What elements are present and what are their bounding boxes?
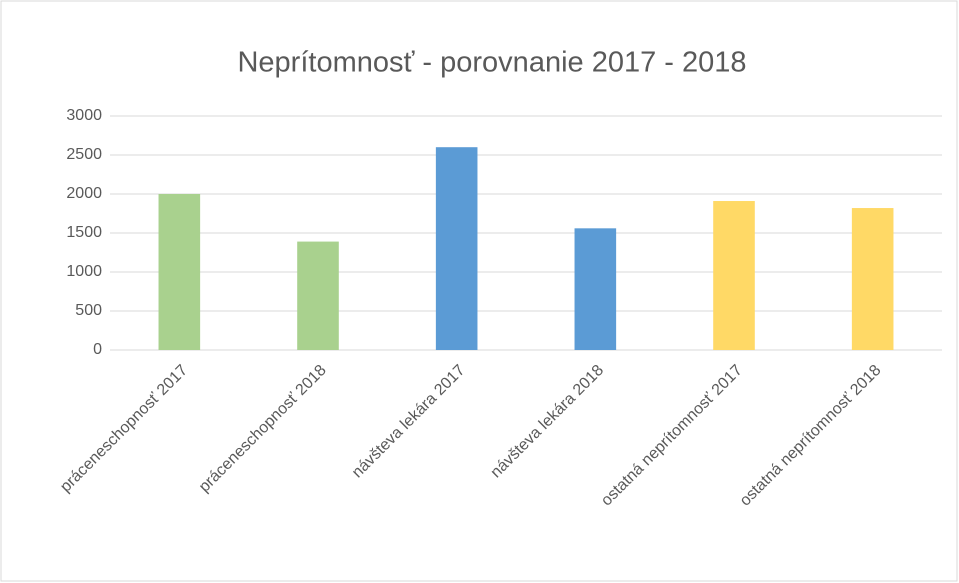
y-tick-label: 0 bbox=[93, 341, 102, 358]
y-tick-label: 1500 bbox=[66, 224, 102, 241]
bar bbox=[158, 194, 201, 350]
y-tick-label: 1000 bbox=[66, 263, 102, 280]
chart-title: Neprítomnosť - porovnanie 2017 - 2018 bbox=[237, 47, 746, 79]
y-tick-label: 2500 bbox=[66, 146, 102, 163]
bar bbox=[435, 147, 478, 350]
y-tick-label: 2000 bbox=[66, 185, 102, 202]
bar bbox=[851, 208, 894, 350]
bar bbox=[297, 241, 339, 350]
y-tick-label: 500 bbox=[75, 302, 102, 319]
y-tick-label: 3000 bbox=[66, 107, 102, 124]
bar bbox=[713, 201, 755, 350]
bar bbox=[574, 228, 617, 350]
